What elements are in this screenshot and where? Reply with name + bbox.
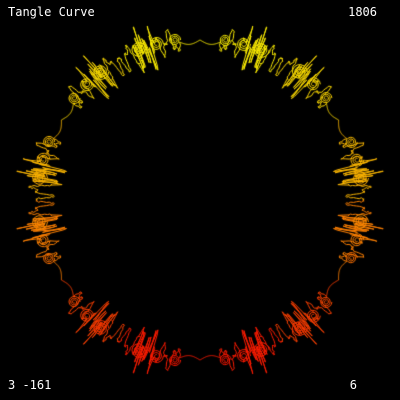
curve-parameters: 3 -161 [8, 378, 52, 392]
iteration-counter: 1806 [348, 5, 377, 19]
symmetry-order: 6 [349, 378, 357, 392]
curve-title: Tangle Curve [8, 5, 95, 19]
